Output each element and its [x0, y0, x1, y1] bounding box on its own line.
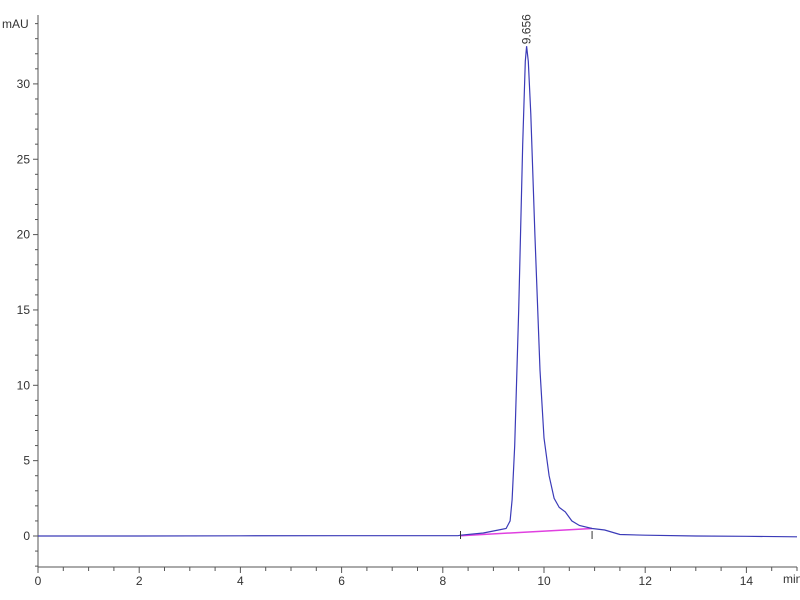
- y-tick-label: 10: [17, 378, 31, 392]
- y-tick-label: 0: [23, 529, 30, 543]
- y-tick-label: 25: [17, 152, 31, 166]
- x-tick-label: 14: [740, 574, 754, 588]
- x-tick-label: 2: [136, 574, 143, 588]
- chromatogram-trace: [38, 46, 798, 538]
- peak-retention-time-label: 9.656: [520, 14, 534, 44]
- integration-baseline: [460, 527, 593, 537]
- x-tick-label: 12: [639, 574, 653, 588]
- plot-area: 9.656: [38, 14, 798, 539]
- y-tick-label: 15: [17, 303, 31, 317]
- y-tick-label: 30: [17, 77, 31, 91]
- y-tick-label: 20: [17, 228, 31, 242]
- axes: 0 5 10 15 20 25 30 0 2 4 6 8 10 12 14: [17, 15, 798, 588]
- y-axis-label: mAU: [2, 17, 29, 31]
- x-tick-label: 4: [237, 574, 244, 588]
- x-tick-label: 10: [537, 574, 551, 588]
- x-tick-label: 0: [35, 574, 42, 588]
- x-axis-label: min: [783, 572, 800, 586]
- y-tick-label: 5: [23, 454, 30, 468]
- x-tick-label: 6: [338, 574, 345, 588]
- x-tick-label: 8: [439, 574, 446, 588]
